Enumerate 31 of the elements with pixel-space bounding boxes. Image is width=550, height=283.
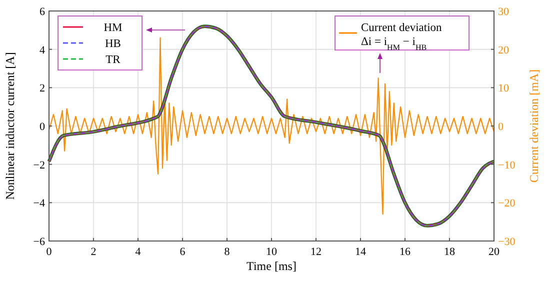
y2-tick-label: −10 — [498, 159, 516, 172]
y2-tick-label: −20 — [498, 198, 516, 210]
legend-label: Current deviation Δi = i$_{HM}$ − i$_{HB}$ — [361, 22, 442, 52]
x-axis-title: Time [ms] — [246, 259, 296, 273]
y-tick-label: 6 — [40, 6, 46, 18]
x-tick-label: 18 — [444, 246, 456, 258]
y-tick-label: 2 — [40, 82, 45, 95]
y2-axis-title: Current deviation [mA] — [527, 69, 541, 183]
y-tick-label: 4 — [40, 44, 46, 56]
y-axis-title: Nonlinear inductor current [A] — [3, 52, 17, 200]
y-tick-label: 0 — [40, 121, 46, 133]
x-tick-label: 10 — [266, 246, 278, 258]
x-tick-label: 20 — [488, 246, 500, 258]
y2-tick-label: 10 — [498, 82, 510, 95]
y-tick-label: −2 — [33, 159, 45, 172]
y2-tick-label: 30 — [498, 6, 510, 18]
x-tick-label: 8 — [224, 246, 230, 258]
legend-label: HB — [105, 38, 122, 50]
legend-label: HM — [104, 22, 122, 34]
x-tick-label: 4 — [135, 246, 142, 258]
y-tick-label: −6 — [33, 236, 46, 248]
y2-tick-label: −30 — [498, 236, 516, 248]
x-tick-label: 12 — [310, 246, 322, 258]
x-tick-label: 14 — [355, 246, 366, 258]
legend-label: TR — [106, 54, 121, 66]
y-tick-label: −4 — [33, 198, 46, 210]
y2-tick-label: 0 — [498, 121, 504, 133]
x-tick-label: 6 — [180, 246, 186, 258]
y2-tick-label: 20 — [498, 44, 510, 56]
x-tick-label: 16 — [400, 246, 411, 258]
x-tick-label: 2 — [90, 246, 96, 258]
